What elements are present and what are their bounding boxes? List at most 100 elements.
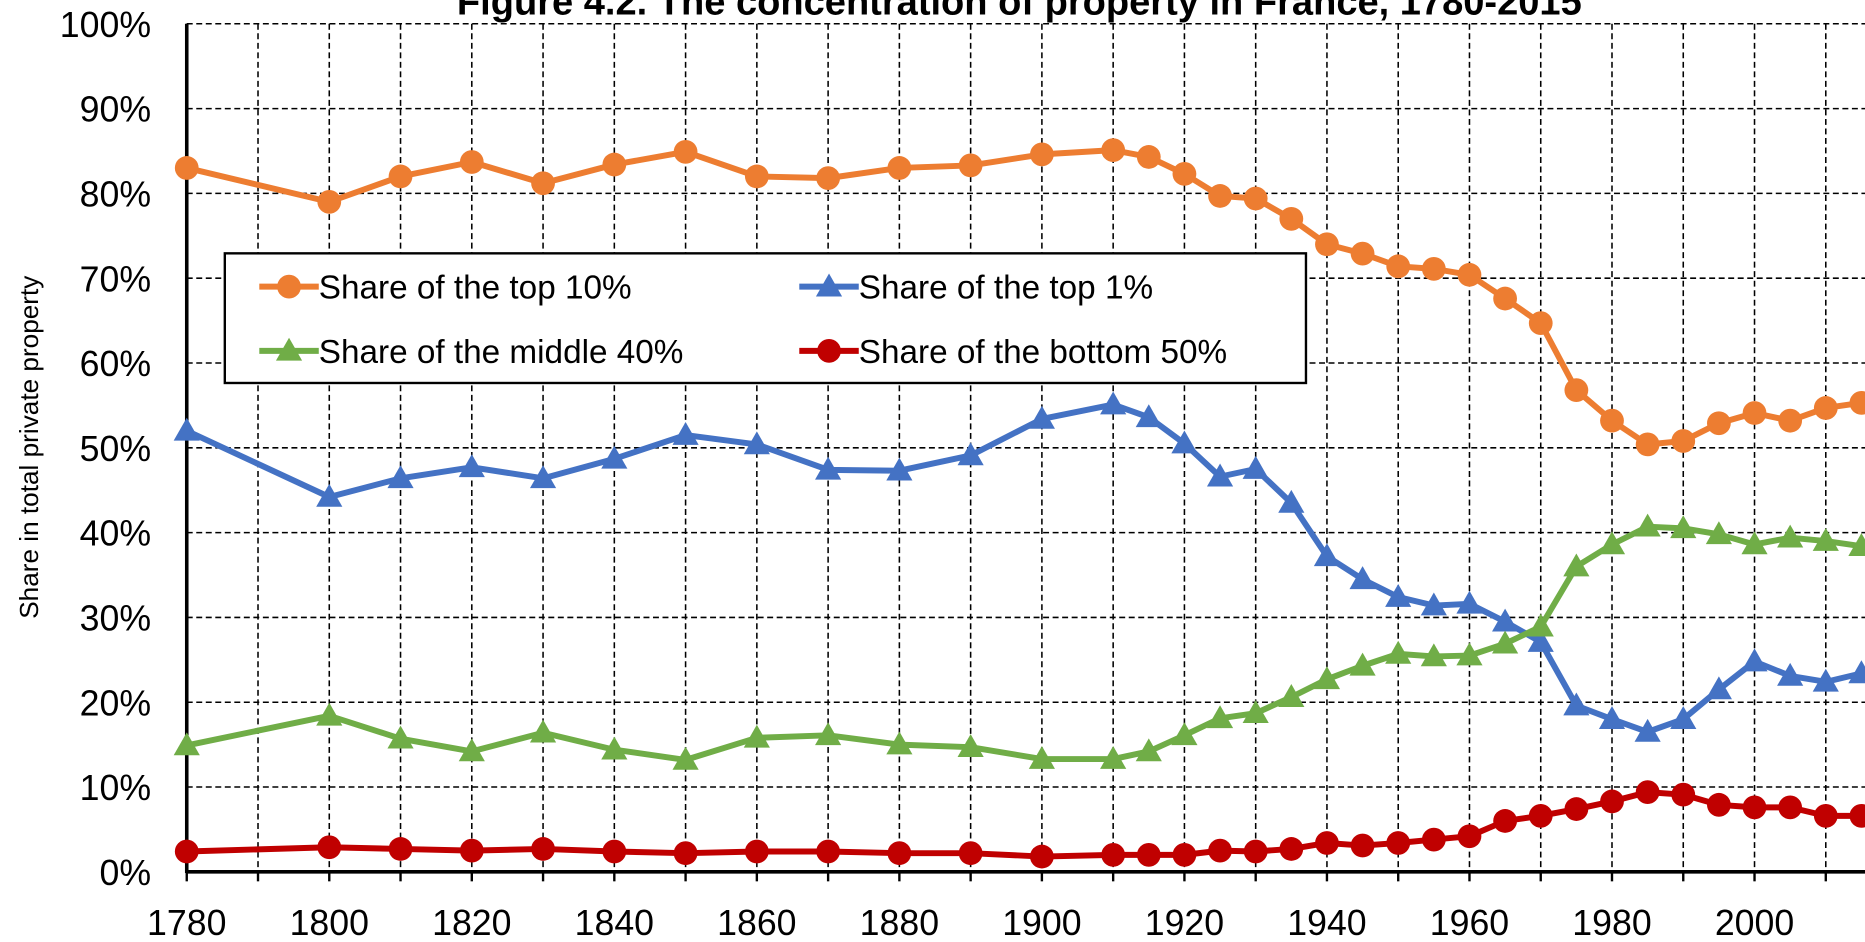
x-tick-label: 1820 bbox=[432, 903, 511, 942]
marker bbox=[387, 725, 414, 749]
marker bbox=[1028, 405, 1055, 429]
marker bbox=[1670, 515, 1697, 539]
marker bbox=[1421, 256, 1446, 281]
marker bbox=[1313, 666, 1341, 690]
y-tick-label: 70% bbox=[80, 259, 151, 299]
y-tick-label: 30% bbox=[80, 598, 151, 638]
x-tick-label: 1900 bbox=[1002, 903, 1081, 942]
y-tick-label: 100% bbox=[60, 5, 151, 45]
marker bbox=[1778, 795, 1803, 820]
marker bbox=[529, 465, 557, 489]
marker bbox=[1598, 531, 1626, 555]
marker bbox=[1100, 745, 1127, 769]
x-tick-label: 1940 bbox=[1287, 903, 1366, 942]
marker bbox=[1598, 706, 1626, 729]
marker bbox=[672, 422, 699, 445]
marker bbox=[1563, 553, 1590, 577]
marker bbox=[1101, 842, 1126, 867]
marker bbox=[1279, 837, 1304, 861]
legend-label: Share of the top 10% bbox=[319, 270, 632, 307]
marker bbox=[1278, 684, 1305, 707]
marker bbox=[1528, 311, 1553, 336]
marker bbox=[1100, 391, 1127, 415]
y-tick-label: 40% bbox=[80, 514, 151, 554]
marker bbox=[459, 838, 484, 863]
marker bbox=[815, 273, 843, 297]
marker bbox=[672, 746, 699, 770]
marker bbox=[1350, 241, 1375, 266]
marker bbox=[458, 738, 485, 762]
y-tick-label: 10% bbox=[80, 768, 151, 808]
x-tick-label: 1840 bbox=[575, 903, 654, 942]
marker bbox=[1777, 524, 1804, 548]
marker bbox=[174, 839, 199, 864]
marker bbox=[387, 465, 414, 489]
marker bbox=[1315, 831, 1339, 855]
marker bbox=[1705, 521, 1732, 545]
marker bbox=[886, 731, 913, 755]
marker bbox=[1635, 432, 1660, 457]
marker bbox=[388, 837, 413, 861]
marker bbox=[1742, 795, 1767, 820]
marker bbox=[602, 839, 627, 864]
marker bbox=[743, 431, 770, 455]
marker bbox=[1777, 662, 1804, 686]
marker bbox=[1527, 628, 1554, 652]
series-line bbox=[186, 789, 1862, 860]
marker bbox=[1279, 206, 1304, 231]
marker bbox=[1206, 705, 1234, 729]
marker bbox=[1812, 668, 1839, 692]
marker bbox=[1172, 161, 1197, 186]
marker bbox=[531, 837, 555, 861]
marker bbox=[817, 338, 841, 363]
x-tick-label: 2000 bbox=[1715, 903, 1794, 942]
marker bbox=[1315, 232, 1339, 257]
series-line bbox=[186, 147, 1862, 448]
marker bbox=[1492, 630, 1519, 654]
marker bbox=[1206, 463, 1234, 487]
marker bbox=[1349, 652, 1376, 676]
marker bbox=[316, 702, 343, 726]
marker bbox=[1135, 738, 1162, 762]
marker bbox=[1706, 792, 1731, 817]
marker bbox=[1028, 745, 1055, 769]
marker bbox=[1243, 186, 1268, 211]
marker bbox=[1741, 531, 1768, 555]
marker bbox=[388, 164, 413, 189]
marker bbox=[1634, 513, 1661, 537]
marker bbox=[1101, 138, 1126, 163]
marker bbox=[529, 719, 557, 743]
marker bbox=[1741, 648, 1768, 672]
series-line bbox=[186, 523, 1862, 763]
marker bbox=[673, 841, 698, 866]
marker bbox=[1564, 797, 1589, 821]
marker bbox=[1278, 489, 1305, 513]
x-tick-label: 1960 bbox=[1430, 903, 1509, 942]
marker bbox=[1350, 833, 1375, 858]
marker bbox=[1385, 583, 1412, 607]
marker bbox=[744, 839, 769, 864]
marker bbox=[1670, 706, 1697, 729]
marker bbox=[317, 835, 342, 860]
marker bbox=[1778, 408, 1803, 433]
marker bbox=[1705, 676, 1732, 700]
marker bbox=[1671, 429, 1696, 453]
marker bbox=[1848, 660, 1865, 684]
marker bbox=[1385, 640, 1412, 664]
marker bbox=[1848, 533, 1865, 556]
marker bbox=[1136, 842, 1161, 867]
marker bbox=[958, 841, 983, 866]
marker bbox=[1527, 613, 1554, 637]
marker bbox=[1849, 803, 1865, 828]
marker bbox=[744, 164, 769, 189]
legend-label: Share of the bottom 50% bbox=[859, 334, 1227, 371]
marker bbox=[1243, 839, 1268, 864]
marker bbox=[1386, 254, 1411, 279]
marker bbox=[815, 722, 842, 746]
marker bbox=[1242, 700, 1269, 724]
marker bbox=[1208, 838, 1232, 863]
marker bbox=[1528, 803, 1553, 828]
legend-label: Share of the top 1% bbox=[859, 270, 1153, 307]
marker bbox=[1420, 643, 1447, 667]
marker bbox=[1030, 142, 1054, 167]
